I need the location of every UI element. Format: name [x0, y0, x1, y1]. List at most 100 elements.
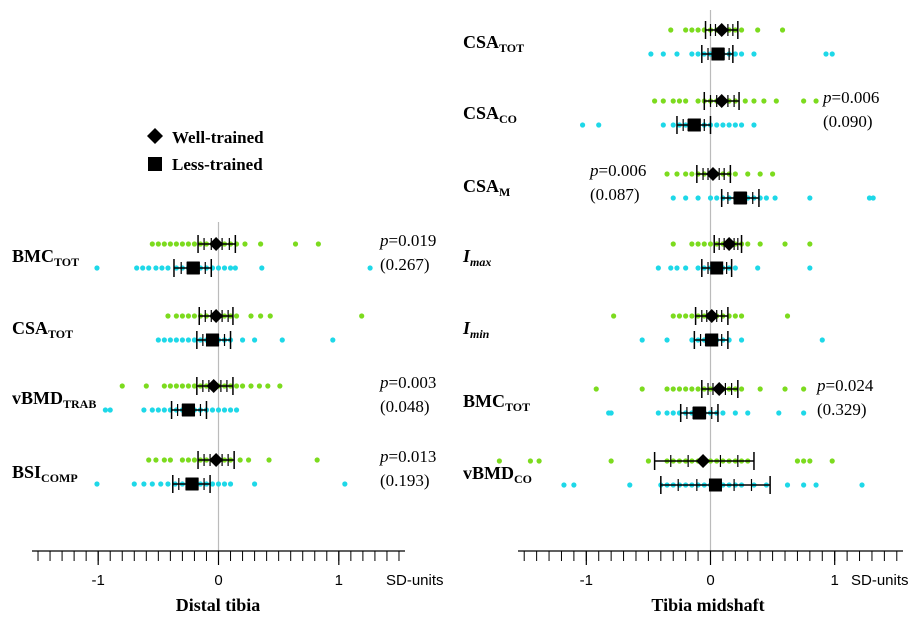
less-trained-data-point — [639, 337, 645, 343]
well-trained-mean-diamond — [209, 453, 224, 467]
well-trained-data-point — [701, 241, 707, 247]
variable-label: BMCTOT — [12, 246, 79, 269]
p-symbol: p — [589, 161, 599, 180]
less-trained-data-point — [763, 195, 769, 201]
well-trained-data-point — [695, 27, 701, 33]
variable-label-main: vBMD — [12, 388, 63, 408]
well-trained-data-point — [267, 313, 273, 319]
variable-label-subscript: CO — [499, 112, 517, 126]
x-axis-unit-label: SD-units — [386, 572, 444, 589]
less-trained-data-point — [571, 482, 577, 488]
variable-label: CSATOT — [12, 318, 73, 341]
well-trained-data-point — [191, 241, 198, 247]
well-trained-data-point — [237, 457, 243, 463]
less-trained-data-point — [232, 265, 238, 271]
well-trained-data-point — [536, 458, 542, 464]
variable-row: CSATOT — [12, 307, 365, 349]
well-trained-data-point — [670, 386, 676, 392]
well-trained-mean-diamond — [206, 379, 221, 393]
well-trained-mean-diamond — [696, 454, 711, 468]
less-trained-data-point — [689, 51, 695, 57]
well-trained-data-point — [773, 98, 779, 104]
well-trained-data-point — [593, 386, 599, 392]
less-trained-data-point — [670, 410, 676, 416]
less-trained-data-point — [233, 407, 240, 413]
variable-row: BMCTOT p=0.024 (0.329) — [463, 376, 874, 422]
less-trained-data-point — [807, 195, 813, 201]
less-trained-data-point — [819, 337, 825, 343]
less-trained-data-point — [776, 410, 782, 416]
variable-label-main: I — [462, 318, 471, 338]
less-trained-data-point — [755, 265, 761, 271]
variable-label-subscript: TOT — [505, 400, 530, 414]
less-trained-data-point — [664, 410, 670, 416]
p-value-parenthetical: (0.090) — [823, 112, 873, 131]
well-trained-data-point — [611, 313, 617, 319]
variable-label: CSAM — [463, 176, 510, 199]
less-trained-data-point — [279, 337, 285, 343]
less-trained-data-point — [191, 337, 198, 343]
less-trained-data-point — [801, 410, 807, 416]
variable-label: vBMDCO — [463, 463, 532, 486]
variable-row: CSAM p=0.006 (0.087) — [463, 161, 876, 207]
variable-row: Imin — [462, 307, 825, 349]
less-trained-data-point — [674, 51, 680, 57]
less-trained-data-point — [131, 481, 137, 487]
less-trained-data-point — [829, 51, 835, 57]
well-trained-data-point — [245, 457, 252, 463]
less-trained-data-point — [167, 337, 173, 343]
variable-label-subscript: TOT — [499, 41, 524, 55]
p-value-parenthetical: (0.193) — [380, 471, 430, 490]
legend: Well-trained Less-trained — [147, 128, 264, 174]
less-trained-mean-square — [705, 333, 719, 347]
p-value: =0.019 — [389, 231, 437, 250]
less-trained-data-point — [149, 407, 155, 413]
p-value-parenthetical: (0.267) — [380, 255, 430, 274]
well-trained-data-point — [185, 313, 192, 319]
less-trained-mean-square — [733, 191, 747, 205]
less-trained-data-point — [732, 265, 738, 271]
well-trained-data-point — [277, 383, 283, 389]
less-trained-data-point — [140, 265, 146, 271]
less-trained-mean-square — [692, 406, 706, 420]
less-trained-data-point — [209, 481, 216, 487]
less-trained-data-point — [866, 195, 873, 201]
p-value: =0.006 — [599, 161, 647, 180]
less-trained-data-point — [714, 122, 720, 128]
well-trained-data-point — [676, 313, 683, 319]
x-axis-tick-label: -1 — [92, 572, 105, 589]
variable-label-subscript: max — [470, 255, 491, 269]
well-trained-data-point — [761, 98, 767, 104]
p-value: =0.024 — [826, 376, 874, 395]
well-trained-data-point — [179, 313, 186, 319]
well-trained-data-point — [794, 458, 801, 464]
variable-row: CSACO p=0.006 (0.090) — [463, 88, 879, 134]
variable-label-subscript: TRAB — [63, 397, 96, 411]
well-trained-data-point — [807, 458, 813, 464]
p-value-parenthetical: (0.048) — [380, 397, 430, 416]
well-trained-data-point — [143, 383, 149, 389]
p-value: =0.006 — [832, 88, 880, 107]
less-trained-data-point — [141, 481, 147, 487]
well-trained-mean-diamond — [714, 94, 729, 108]
legend-square-marker — [148, 157, 162, 171]
variable-label-main: BMC — [12, 246, 54, 266]
p-symbol: p — [379, 447, 389, 466]
well-trained-data-point — [751, 98, 757, 104]
panel-title: Distal tibia — [176, 595, 261, 615]
well-trained-data-point — [167, 241, 173, 247]
p-symbol: p — [816, 376, 826, 395]
less-trained-data-point — [738, 51, 745, 57]
p-symbol: p — [379, 373, 389, 392]
variable-label: CSATOT — [463, 32, 524, 55]
less-trained-mean-square — [185, 477, 199, 491]
p-value-parenthetical: (0.087) — [590, 185, 640, 204]
less-trained-data-point — [608, 410, 614, 416]
less-trained-data-point — [707, 195, 714, 201]
less-trained-data-point — [695, 51, 701, 57]
less-trained-data-point — [648, 51, 654, 57]
less-trained-data-point — [155, 407, 161, 413]
well-trained-data-point — [258, 241, 264, 247]
less-trained-data-point — [823, 51, 829, 57]
